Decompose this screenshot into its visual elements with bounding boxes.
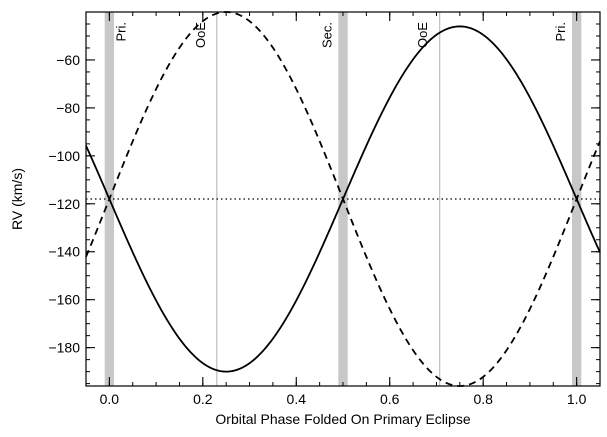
y-tick-label: −140 <box>48 244 80 260</box>
annotation-sec: Sec. <box>319 22 334 48</box>
x-tick-label: 0.4 <box>287 391 307 407</box>
y-tick-label: −60 <box>56 52 80 68</box>
annotation-ooe: OoE <box>415 22 430 48</box>
y-tick-label: −80 <box>56 100 80 116</box>
x-tick-label: 0.2 <box>193 391 213 407</box>
rv-curves <box>85 11 601 387</box>
x-tick-label: 0.0 <box>100 391 120 407</box>
phase-annotations: Pri. OoE Sec. OoE Pri. <box>114 22 568 48</box>
x-tick-label: 0.6 <box>380 391 400 407</box>
annotation-pri: Pri. <box>114 22 129 42</box>
y-axis-label: RV (km/s) <box>9 168 25 230</box>
annotation-ooe: OoE <box>193 22 208 48</box>
y-tick-label: −160 <box>48 292 80 308</box>
annotation-pri: Pri. <box>553 22 568 42</box>
x-tick-label: 1.0 <box>567 391 587 407</box>
y-tick-label: −180 <box>48 340 80 356</box>
x-axis-label: Orbital Phase Folded On Primary Eclipse <box>215 411 470 427</box>
y-tick-label: −100 <box>48 148 80 164</box>
x-tick-label: 0.8 <box>473 391 493 407</box>
y-tick-label: −120 <box>48 196 80 212</box>
axis-ticks: 0.0 0.2 0.4 0.6 0.8 1.0 −60 −80 −100 −120 −140 −160… <box>48 11 601 407</box>
rv-curve-dashed <box>85 11 601 387</box>
